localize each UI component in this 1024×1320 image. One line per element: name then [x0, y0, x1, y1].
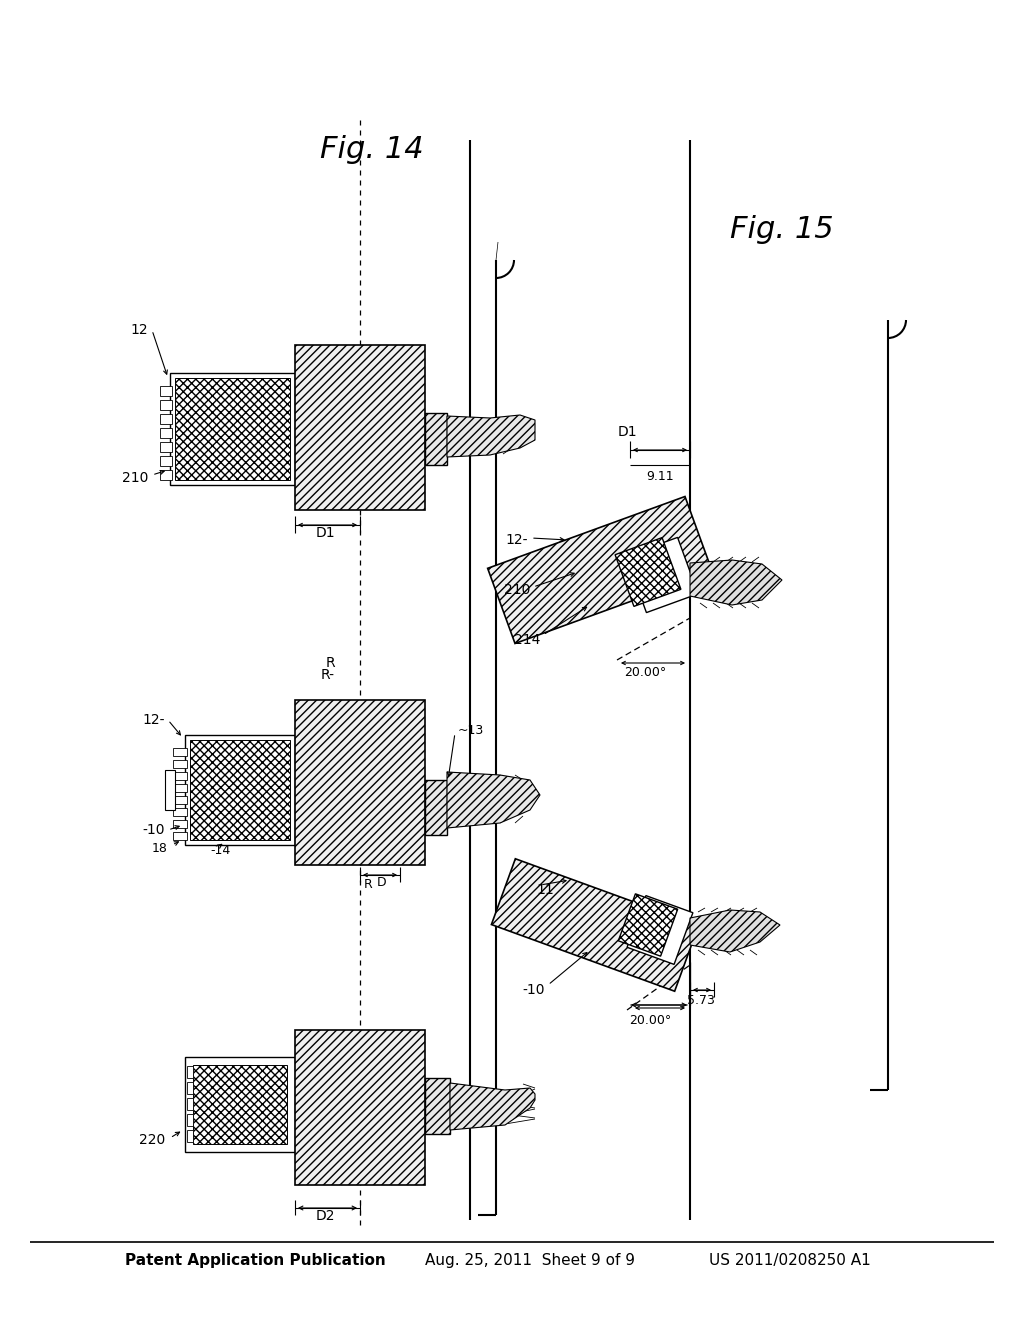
Text: Patent Application Publication: Patent Application Publication	[125, 1253, 385, 1267]
Text: Fig. 14: Fig. 14	[319, 136, 424, 165]
Text: ~13: ~13	[458, 723, 484, 737]
Polygon shape	[160, 442, 172, 451]
Text: 5.73: 5.73	[687, 994, 715, 1006]
Text: D: D	[377, 875, 387, 888]
Polygon shape	[626, 537, 698, 612]
Polygon shape	[160, 400, 172, 411]
Text: 214: 214	[514, 634, 540, 647]
Bar	[175, 378, 290, 480]
Text: 12-: 12-	[506, 533, 528, 546]
Polygon shape	[173, 808, 187, 816]
Text: 20.00°: 20.00°	[624, 665, 667, 678]
Polygon shape	[187, 1067, 193, 1078]
Polygon shape	[160, 385, 172, 396]
Polygon shape	[173, 760, 187, 768]
Bar	[170, 374, 295, 484]
Polygon shape	[492, 859, 698, 991]
Polygon shape	[160, 455, 172, 466]
Polygon shape	[447, 772, 540, 828]
Text: D1: D1	[617, 425, 637, 440]
Polygon shape	[187, 1098, 193, 1110]
Polygon shape	[615, 537, 681, 606]
Text: 20.00°: 20.00°	[629, 1014, 671, 1027]
Polygon shape	[160, 428, 172, 438]
Bar	[165, 770, 175, 810]
Text: Aug. 25, 2011  Sheet 9 of 9: Aug. 25, 2011 Sheet 9 of 9	[425, 1253, 635, 1267]
Text: Fig. 15: Fig. 15	[730, 215, 834, 244]
Polygon shape	[690, 909, 780, 952]
Text: 220: 220	[138, 1133, 165, 1147]
Bar	[295, 1030, 425, 1185]
Bar	[190, 741, 290, 840]
Text: US 2011/0208250 A1: US 2011/0208250 A1	[710, 1253, 870, 1267]
Bar	[425, 1078, 450, 1134]
Polygon shape	[618, 894, 678, 956]
Polygon shape	[173, 820, 187, 828]
Polygon shape	[173, 784, 187, 792]
Text: D1: D1	[315, 525, 335, 540]
Text: 9.11: 9.11	[646, 470, 674, 483]
Bar	[295, 345, 425, 510]
Polygon shape	[160, 414, 172, 424]
Polygon shape	[187, 1114, 193, 1126]
Bar	[185, 1057, 295, 1152]
Text: D2: D2	[315, 1209, 335, 1224]
Text: R: R	[326, 656, 335, 671]
Text: R-: R-	[321, 668, 335, 682]
Bar	[295, 700, 425, 865]
Text: 11: 11	[536, 883, 554, 898]
Polygon shape	[690, 560, 782, 605]
Polygon shape	[450, 1082, 535, 1130]
Polygon shape	[173, 748, 187, 756]
Text: 12: 12	[130, 323, 148, 337]
Text: -14: -14	[210, 843, 230, 857]
Bar	[425, 413, 447, 465]
Polygon shape	[627, 895, 693, 965]
Polygon shape	[173, 832, 187, 840]
Polygon shape	[173, 796, 187, 804]
Bar	[185, 735, 295, 845]
Bar	[425, 780, 447, 836]
Text: 210: 210	[504, 583, 530, 597]
Polygon shape	[173, 772, 187, 780]
Polygon shape	[447, 414, 535, 457]
Text: R: R	[364, 878, 373, 891]
Text: 12-: 12-	[142, 713, 165, 727]
Text: -10: -10	[522, 983, 545, 997]
Text: -10: -10	[142, 822, 165, 837]
Polygon shape	[160, 470, 172, 480]
Text: 18: 18	[153, 842, 168, 854]
Bar	[193, 1065, 287, 1144]
Polygon shape	[187, 1082, 193, 1094]
Text: 210: 210	[122, 471, 148, 484]
Polygon shape	[187, 1130, 193, 1142]
Polygon shape	[487, 496, 713, 643]
